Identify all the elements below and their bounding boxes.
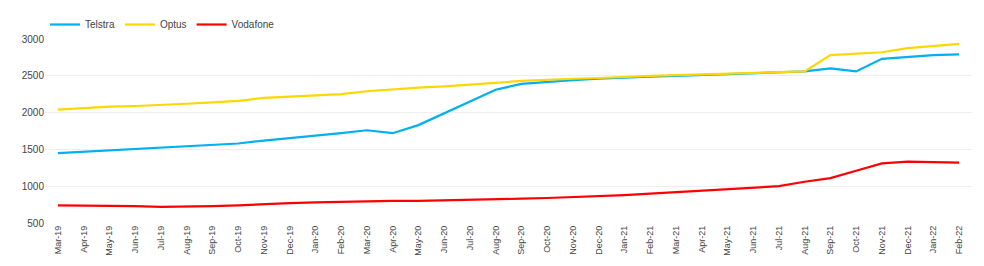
svg-text:2500: 2500 xyxy=(22,70,45,81)
svg-text:3000: 3000 xyxy=(22,34,45,45)
svg-text:Jan-21: Jan-21 xyxy=(619,226,629,254)
svg-text:Nov-21: Nov-21 xyxy=(877,226,887,255)
svg-text:Dec-19: Dec-19 xyxy=(285,226,295,255)
svg-text:Jul-19: Jul-19 xyxy=(156,226,166,251)
svg-text:May-20: May-20 xyxy=(413,226,423,256)
svg-text:Oct-21: Oct-21 xyxy=(851,226,861,253)
svg-text:Jul-20: Jul-20 xyxy=(465,226,475,251)
svg-text:May-21: May-21 xyxy=(722,226,732,256)
svg-text:Jan-22: Jan-22 xyxy=(928,226,938,254)
svg-text:Feb-20: Feb-20 xyxy=(336,226,346,255)
svg-text:Nov-19: Nov-19 xyxy=(259,226,269,255)
svg-text:Telstra: Telstra xyxy=(85,19,115,30)
svg-text:Apr-21: Apr-21 xyxy=(697,226,707,253)
svg-text:Aug-21: Aug-21 xyxy=(800,226,810,255)
svg-text:2000: 2000 xyxy=(22,107,45,118)
svg-text:Dec-21: Dec-21 xyxy=(903,226,913,255)
svg-text:Jun-21: Jun-21 xyxy=(748,226,758,254)
svg-text:Apr-20: Apr-20 xyxy=(388,226,398,253)
svg-text:1500: 1500 xyxy=(22,144,45,155)
svg-text:Mar-21: Mar-21 xyxy=(671,226,681,255)
svg-text:Dec-20: Dec-20 xyxy=(594,226,604,255)
svg-text:Oct-20: Oct-20 xyxy=(542,226,552,253)
svg-text:Nov-20: Nov-20 xyxy=(568,226,578,255)
svg-text:Oct-19: Oct-19 xyxy=(233,226,243,253)
svg-text:Aug-19: Aug-19 xyxy=(182,226,192,255)
svg-text:Feb-22: Feb-22 xyxy=(954,226,964,255)
svg-text:Jun-20: Jun-20 xyxy=(439,226,449,254)
svg-text:500: 500 xyxy=(27,218,44,229)
svg-text:Mar-20: Mar-20 xyxy=(362,226,372,255)
svg-text:Sep-21: Sep-21 xyxy=(825,226,835,255)
svg-text:Vodafone: Vodafone xyxy=(232,19,275,30)
svg-text:Optus: Optus xyxy=(160,19,187,30)
svg-text:Apr-19: Apr-19 xyxy=(79,226,89,253)
svg-text:Jun-19: Jun-19 xyxy=(130,226,140,254)
svg-text:Mar-19: Mar-19 xyxy=(53,226,63,255)
svg-text:May-19: May-19 xyxy=(104,226,114,256)
svg-text:1000: 1000 xyxy=(22,181,45,192)
svg-text:Jul-21: Jul-21 xyxy=(774,226,784,251)
svg-text:Feb-21: Feb-21 xyxy=(645,226,655,255)
svg-text:Aug-20: Aug-20 xyxy=(491,226,501,255)
svg-text:Jan-20: Jan-20 xyxy=(310,226,320,254)
svg-text:Sep-20: Sep-20 xyxy=(516,226,526,255)
svg-text:Sep-19: Sep-19 xyxy=(207,226,217,255)
